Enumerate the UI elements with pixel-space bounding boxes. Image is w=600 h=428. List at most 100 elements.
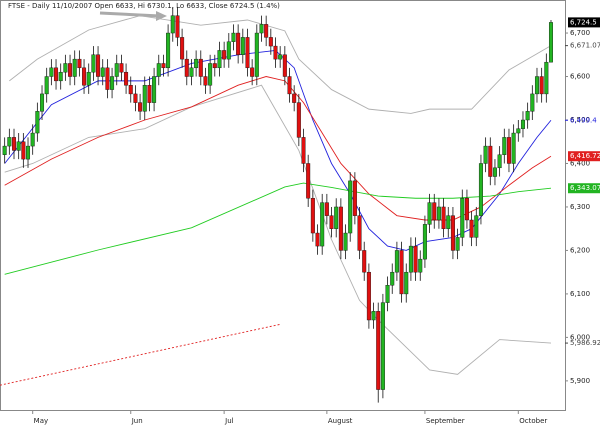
candle-body: [357, 215, 362, 251]
candle-body: [49, 67, 54, 77]
candle-body: [231, 32, 236, 42]
candle-body: [320, 202, 325, 247]
candle-body: [301, 137, 306, 164]
candle-body: [58, 71, 63, 82]
candle-body: [310, 198, 315, 234]
y-tick-label: 6,700: [570, 29, 590, 37]
candle-body: [236, 32, 241, 55]
candle-body: [432, 202, 437, 221]
candle-body: [133, 93, 138, 103]
candle-body: [152, 76, 157, 103]
candle-body: [240, 37, 245, 55]
candle-body: [203, 76, 208, 86]
candle-body: [100, 67, 105, 77]
candle-body: [40, 93, 45, 112]
candle-body: [161, 63, 166, 69]
candle-body: [306, 163, 311, 199]
candle-body: [16, 141, 21, 151]
candle-body: [175, 15, 180, 38]
candle-body: [156, 63, 161, 77]
candle-body: [268, 37, 273, 47]
candle-body: [166, 32, 171, 69]
candle-body: [12, 137, 17, 151]
candle-body: [184, 58, 189, 77]
overlay-line: [9, 15, 552, 114]
candle-body: [488, 145, 493, 177]
candle-body: [450, 215, 455, 251]
y-tick-label: 6,200: [570, 246, 590, 254]
x-tick-label: Jul: [224, 417, 234, 425]
chart-title: FTSE - Daily 11/10/2007 Open 6633, Hi 67…: [8, 2, 280, 10]
candle-body: [245, 37, 250, 69]
candle-body: [110, 76, 115, 90]
price-tag-label: 6,343.07: [570, 184, 600, 192]
candle-body: [352, 180, 357, 216]
candle-body: [114, 63, 119, 77]
candle-body: [474, 215, 479, 238]
candle-body: [2, 145, 7, 155]
candle-body: [96, 54, 101, 77]
x-tick-label: Jun: [131, 417, 143, 425]
candle-body: [544, 61, 549, 95]
candle-body: [315, 232, 320, 247]
candle-body: [502, 137, 507, 155]
candle-body: [142, 85, 147, 112]
candle-body: [539, 76, 544, 95]
candle-body: [394, 250, 399, 273]
candle-body: [63, 63, 68, 73]
candle-body: [436, 206, 441, 221]
candle-body: [273, 45, 278, 60]
candle-body: [124, 71, 129, 86]
y-tick-label: 6,500: [570, 116, 590, 124]
candle-body: [422, 224, 427, 260]
candle-body: [455, 237, 460, 251]
candle-body: [105, 67, 110, 90]
price-tag-box: [568, 183, 600, 194]
candle-body: [282, 54, 287, 77]
candle-body: [413, 245, 418, 273]
candle-body: [469, 219, 474, 238]
candle-body: [520, 119, 525, 129]
candle-body: [390, 271, 395, 286]
candle-body: [338, 206, 343, 251]
candle-body: [170, 15, 175, 34]
candle-body: [362, 250, 367, 273]
candle-body: [86, 71, 91, 86]
candle-body: [548, 22, 553, 63]
candle-body: [511, 132, 516, 164]
y-tick-label: 6,300: [570, 203, 590, 211]
candle-body: [343, 232, 348, 251]
candle-body: [128, 85, 133, 95]
candle-body: [21, 141, 26, 160]
candle-body: [30, 132, 35, 147]
candle-body: [446, 215, 451, 229]
candle-body: [418, 258, 423, 273]
candle-body: [278, 54, 283, 60]
candle-body: [460, 198, 465, 238]
candle-body: [254, 32, 259, 77]
candle-body: [217, 50, 222, 69]
x-tick-label: May: [34, 417, 48, 425]
candle-body: [385, 285, 390, 303]
candle-body: [72, 58, 77, 77]
y-tick-label: 6,600: [570, 73, 590, 81]
candle-body: [506, 137, 511, 164]
candle-body: [380, 302, 385, 390]
y-tick-label: 5,900: [570, 377, 590, 385]
candle-body: [399, 250, 404, 295]
candle-body: [530, 93, 535, 112]
candle-body: [138, 102, 143, 112]
candle-body: [408, 245, 413, 273]
candle-body: [329, 215, 334, 229]
price-tag-label: 6,499.4: [570, 116, 597, 124]
overlay-line: [4, 84, 552, 375]
candle-body: [525, 111, 530, 121]
candle-body: [376, 311, 381, 390]
candle-body: [7, 137, 12, 147]
candle-body: [292, 93, 297, 103]
candle-body: [497, 154, 502, 169]
price-tag-box: [568, 151, 600, 162]
price-tag-label: 6,724.5: [570, 18, 597, 26]
candle-body: [483, 145, 488, 164]
